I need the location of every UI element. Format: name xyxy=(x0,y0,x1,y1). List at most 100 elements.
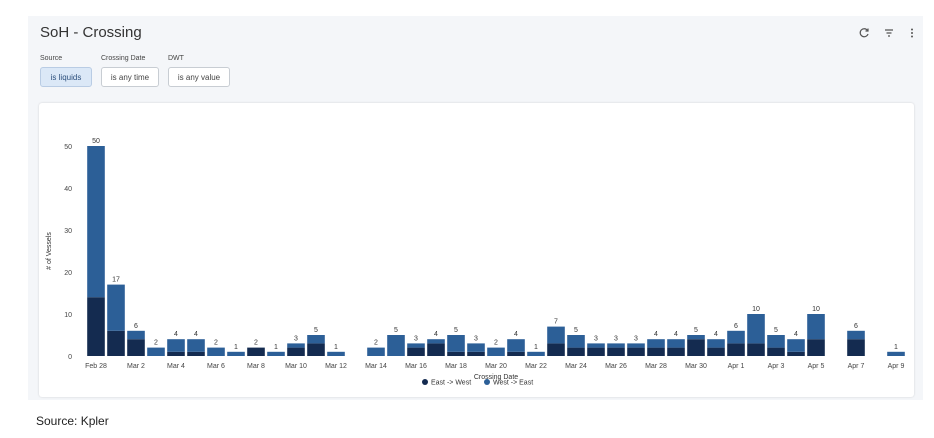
bar-segment-east-west xyxy=(87,297,105,356)
bar-segment-west-east xyxy=(687,335,705,340)
bar-segment-east-west xyxy=(247,347,265,356)
bar-segment-west-east xyxy=(127,330,145,340)
filter-label-crossing-date: Crossing Date xyxy=(101,55,146,62)
bar-segment-west-east xyxy=(707,339,725,348)
y-tick-label: 20 xyxy=(64,270,72,277)
bar-segment-east-west xyxy=(787,351,805,356)
bar-total-label: 5 xyxy=(454,327,458,334)
y-tick-label: 40 xyxy=(64,186,72,193)
x-tick-label: Feb 28 xyxy=(85,363,107,370)
x-tick-label: Apr 9 xyxy=(888,363,905,370)
bar-total-label: 3 xyxy=(594,335,598,342)
bar-total-label: 5 xyxy=(394,327,398,334)
bar-total-label: 3 xyxy=(614,335,618,342)
bar-segment-east-west xyxy=(447,351,465,356)
bar-segment-east-west xyxy=(627,347,645,356)
bar-segment-east-west xyxy=(807,339,825,356)
x-tick-label: Apr 3 xyxy=(768,363,785,370)
more-vert-icon[interactable] xyxy=(905,27,919,41)
bar-total-label: 1 xyxy=(894,344,898,351)
bar-segment-west-east xyxy=(607,343,625,348)
bar-total-label: 1 xyxy=(334,344,338,351)
filter-source-chip[interactable]: is liquids xyxy=(40,67,92,87)
bar-total-label: 3 xyxy=(634,335,638,342)
bar-segment-west-east xyxy=(407,343,425,348)
bar-segment-west-east xyxy=(747,314,765,344)
bar-segment-west-east xyxy=(627,343,645,348)
bar-segment-west-east xyxy=(147,347,165,356)
bar-total-label: 4 xyxy=(674,331,678,338)
bar-total-label: 2 xyxy=(214,340,218,347)
bar-total-label: 10 xyxy=(812,306,820,313)
bar-segment-east-west xyxy=(427,343,445,356)
x-tick-label: Mar 8 xyxy=(247,363,265,370)
x-tick-label: Mar 16 xyxy=(405,363,427,370)
bar-segment-west-east xyxy=(307,335,325,344)
x-tick-label: Mar 18 xyxy=(445,363,467,370)
bar-total-label: 6 xyxy=(854,323,858,330)
source-note: Source: Kpler xyxy=(36,414,109,428)
filter-label-dwt: DWT xyxy=(168,55,184,62)
refresh-icon[interactable] xyxy=(857,27,871,41)
bar-total-label: 3 xyxy=(414,335,418,342)
bar-segment-west-east xyxy=(547,326,565,344)
bar-total-label: 7 xyxy=(554,319,558,326)
x-tick-label: Apr 1 xyxy=(728,363,745,370)
bar-segment-east-west xyxy=(587,347,605,356)
bar-segment-east-west xyxy=(287,347,305,356)
y-tick-label: 30 xyxy=(64,228,72,235)
bar-segment-east-west xyxy=(407,347,425,356)
bar-total-label: 1 xyxy=(234,344,238,351)
y-tick-label: 0 xyxy=(68,354,72,361)
x-tick-label: Mar 20 xyxy=(485,363,507,370)
bar-total-label: 3 xyxy=(474,335,478,342)
bar-segment-west-east xyxy=(587,343,605,348)
bar-segment-west-east xyxy=(567,335,585,348)
bar-segment-west-east xyxy=(227,351,245,356)
bar-total-label: 4 xyxy=(794,331,798,338)
bar-segment-west-east xyxy=(847,330,865,340)
filter-crossing-date-chip[interactable]: is any time xyxy=(101,67,159,87)
bar-segment-east-west xyxy=(187,351,205,356)
legend-marker-west-east xyxy=(484,379,490,385)
x-tick-label: Mar 4 xyxy=(167,363,185,370)
bar-total-label: 5 xyxy=(774,327,778,334)
bar-total-label: 2 xyxy=(254,340,258,347)
bar-segment-east-west xyxy=(707,347,725,356)
bar-total-label: 5 xyxy=(574,327,578,334)
bar-segment-west-east xyxy=(87,146,105,298)
bar-segment-east-west xyxy=(507,351,525,356)
chart-card: 0 10 20 30 40 50 # of Vessels 50 17 6 2 4 4 2 1 2 1 3 5 1 2 5… xyxy=(39,103,914,397)
x-tick-label: Mar 22 xyxy=(525,363,547,370)
bar-total-label: 4 xyxy=(714,331,718,338)
bar-total-label: 6 xyxy=(734,323,738,330)
bar-segment-east-west xyxy=(767,347,785,356)
bar-segment-west-east xyxy=(207,347,225,356)
bar-total-label: 2 xyxy=(374,340,378,347)
filter-icon[interactable] xyxy=(882,27,896,41)
x-tick-label: Mar 26 xyxy=(605,363,627,370)
bar-segment-west-east xyxy=(787,339,805,352)
filter-label-source: Source xyxy=(40,55,63,62)
bar-segment-west-east xyxy=(887,351,905,356)
bar-total-label: 3 xyxy=(294,335,298,342)
bar-segment-west-east xyxy=(267,351,285,356)
x-tick-label: Mar 24 xyxy=(565,363,587,370)
bar-total-label: 5 xyxy=(314,327,318,334)
bar-total-label: 4 xyxy=(194,331,198,338)
x-tick-label: Apr 7 xyxy=(848,363,865,370)
bar-segment-east-west xyxy=(687,339,705,356)
bar-segment-east-west xyxy=(467,351,485,356)
bar-segment-east-west xyxy=(847,339,865,356)
bar-total-label: 4 xyxy=(654,331,658,338)
bar-segment-west-east xyxy=(327,351,345,356)
bar-segment-east-west xyxy=(127,339,145,356)
bar-total-label: 4 xyxy=(514,331,518,338)
bar-total-label: 4 xyxy=(434,331,438,338)
bar-segment-west-east xyxy=(807,314,825,340)
dashboard-tile: SoH - Crossing Source is liquids Crossin… xyxy=(28,16,923,400)
filter-dwt-chip[interactable]: is any value xyxy=(168,67,230,87)
bar-segment-west-east xyxy=(767,335,785,348)
x-tick-label: Mar 28 xyxy=(645,363,667,370)
